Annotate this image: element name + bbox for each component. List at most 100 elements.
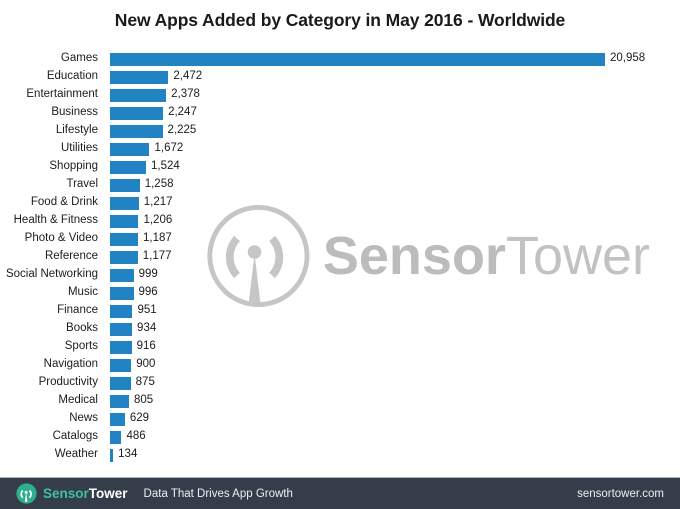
bar-track: 2,472	[110, 68, 680, 86]
category-label: Games	[60, 52, 98, 65]
category-label: Health & Fitness	[13, 214, 98, 227]
bar-value-label: 1,177	[142, 250, 172, 263]
bar-track: 2,378	[110, 86, 680, 104]
bar-track: 1,177	[110, 248, 680, 266]
bar-track: 629	[110, 410, 680, 428]
bar-value-label: 134	[118, 448, 138, 461]
bar[interactable]	[110, 178, 140, 192]
bar[interactable]	[110, 88, 167, 102]
bar-track: 1,258	[110, 176, 680, 194]
bar-value-label: 2,247	[168, 106, 197, 119]
bar[interactable]	[110, 358, 132, 372]
bar[interactable]	[110, 124, 163, 138]
bar-track: 875	[110, 374, 680, 392]
bar-track: 1,524	[110, 158, 680, 176]
footer-tagline: Data That Drives App Growth	[143, 487, 293, 500]
bar[interactable]	[110, 376, 131, 390]
bar[interactable]	[110, 340, 132, 354]
category-label: Reference	[44, 250, 98, 263]
bar-value-label: 951	[137, 304, 157, 317]
bar[interactable]	[110, 268, 134, 282]
bar-track: 2,247	[110, 104, 680, 122]
bar-row: Social Networking 999	[0, 266, 680, 284]
bar[interactable]	[110, 106, 164, 120]
bar-row: Reference 1,177	[0, 248, 680, 266]
bar-row: Utilities 1,672	[0, 140, 680, 158]
bar-track: 916	[110, 338, 680, 356]
bar-row: Photo & Video 1,187	[0, 230, 680, 248]
category-label: Music	[67, 286, 98, 299]
bar-value-label: 916	[136, 340, 156, 353]
footer-brand: SensorTower	[16, 483, 128, 504]
bar-track: 996	[110, 284, 680, 302]
category-label: Navigation	[43, 358, 98, 371]
bar[interactable]	[110, 412, 125, 426]
bar-value-label: 900	[136, 358, 156, 371]
footer-website[interactable]: sensortower.com	[577, 487, 664, 500]
bar[interactable]	[110, 448, 114, 462]
bar-row: Books 934	[0, 320, 680, 338]
footer-logo-light: Tower	[88, 486, 128, 501]
bar[interactable]	[110, 160, 146, 174]
bar-row: Education 2,472	[0, 68, 680, 86]
category-label: Catalogs	[52, 430, 98, 443]
bar-value-label: 1,187	[143, 232, 172, 245]
bar-track: 999	[110, 266, 680, 284]
bar[interactable]	[110, 214, 139, 228]
bar[interactable]	[110, 250, 138, 264]
bar[interactable]	[110, 52, 605, 66]
bar-row: Medical 805	[0, 392, 680, 410]
bar-row: Business 2,247	[0, 104, 680, 122]
bar-track: 20,958	[110, 50, 680, 68]
bar-value-label: 1,672	[154, 142, 184, 155]
bar-track: 1,672	[110, 140, 680, 158]
bar[interactable]	[110, 196, 139, 210]
bar[interactable]	[110, 430, 122, 444]
bar-row: Navigation 900	[0, 356, 680, 374]
bar-value-label: 1,206	[143, 214, 173, 227]
bar[interactable]	[110, 322, 133, 336]
bar-value-label: 20,958	[610, 52, 646, 65]
bar-value-label: 629	[129, 412, 150, 425]
bar-track: 1,217	[110, 194, 680, 212]
category-label: Business	[51, 106, 98, 119]
bar-row: Food & Drink 1,217	[0, 194, 680, 212]
bar-track: 900	[110, 356, 680, 374]
bar-track: 486	[110, 428, 680, 446]
bar[interactable]	[110, 304, 133, 318]
bar[interactable]	[110, 286, 134, 300]
category-label: News	[69, 412, 98, 425]
bar-row: Lifestyle 2,225	[0, 122, 680, 140]
bar-track: 934	[110, 320, 680, 338]
bar-row: Productivity 875	[0, 374, 680, 392]
category-label: Social Networking	[5, 268, 98, 281]
bar[interactable]	[110, 394, 129, 408]
category-label: Finance	[57, 304, 98, 317]
bar-value-label: 1,258	[144, 178, 174, 191]
bar-track: 2,225	[110, 122, 680, 140]
category-label: Food & Drink	[30, 196, 98, 209]
bar-row: Finance 951	[0, 302, 680, 320]
category-label: Travel	[66, 178, 98, 191]
footer-logo-bold: Sensor	[43, 486, 89, 501]
footer-logo-text: SensorTower	[43, 486, 128, 501]
bar-track: 1,187	[110, 230, 680, 248]
bar[interactable]	[110, 142, 150, 156]
bar-value-label: 875	[135, 376, 155, 389]
bar[interactable]	[110, 232, 139, 246]
bar-row: Entertainment 2,378	[0, 86, 680, 104]
sensortower-antenna-icon	[16, 483, 37, 504]
category-label: Books	[66, 322, 98, 335]
bar-value-label: 1,217	[143, 196, 173, 209]
bar-row: Weather 134	[0, 446, 680, 464]
bar-track: 805	[110, 392, 680, 410]
bar-track: 1,206	[110, 212, 680, 230]
category-label: Education	[46, 70, 98, 83]
chart-title: New Apps Added by Category in May 2016 -…	[114, 10, 566, 30]
bar-value-label: 486	[126, 430, 146, 443]
bar[interactable]	[110, 70, 169, 84]
bar-value-label: 2,472	[173, 70, 203, 83]
category-label: Utilities	[60, 142, 98, 155]
bar-row: Catalogs 486	[0, 428, 680, 446]
